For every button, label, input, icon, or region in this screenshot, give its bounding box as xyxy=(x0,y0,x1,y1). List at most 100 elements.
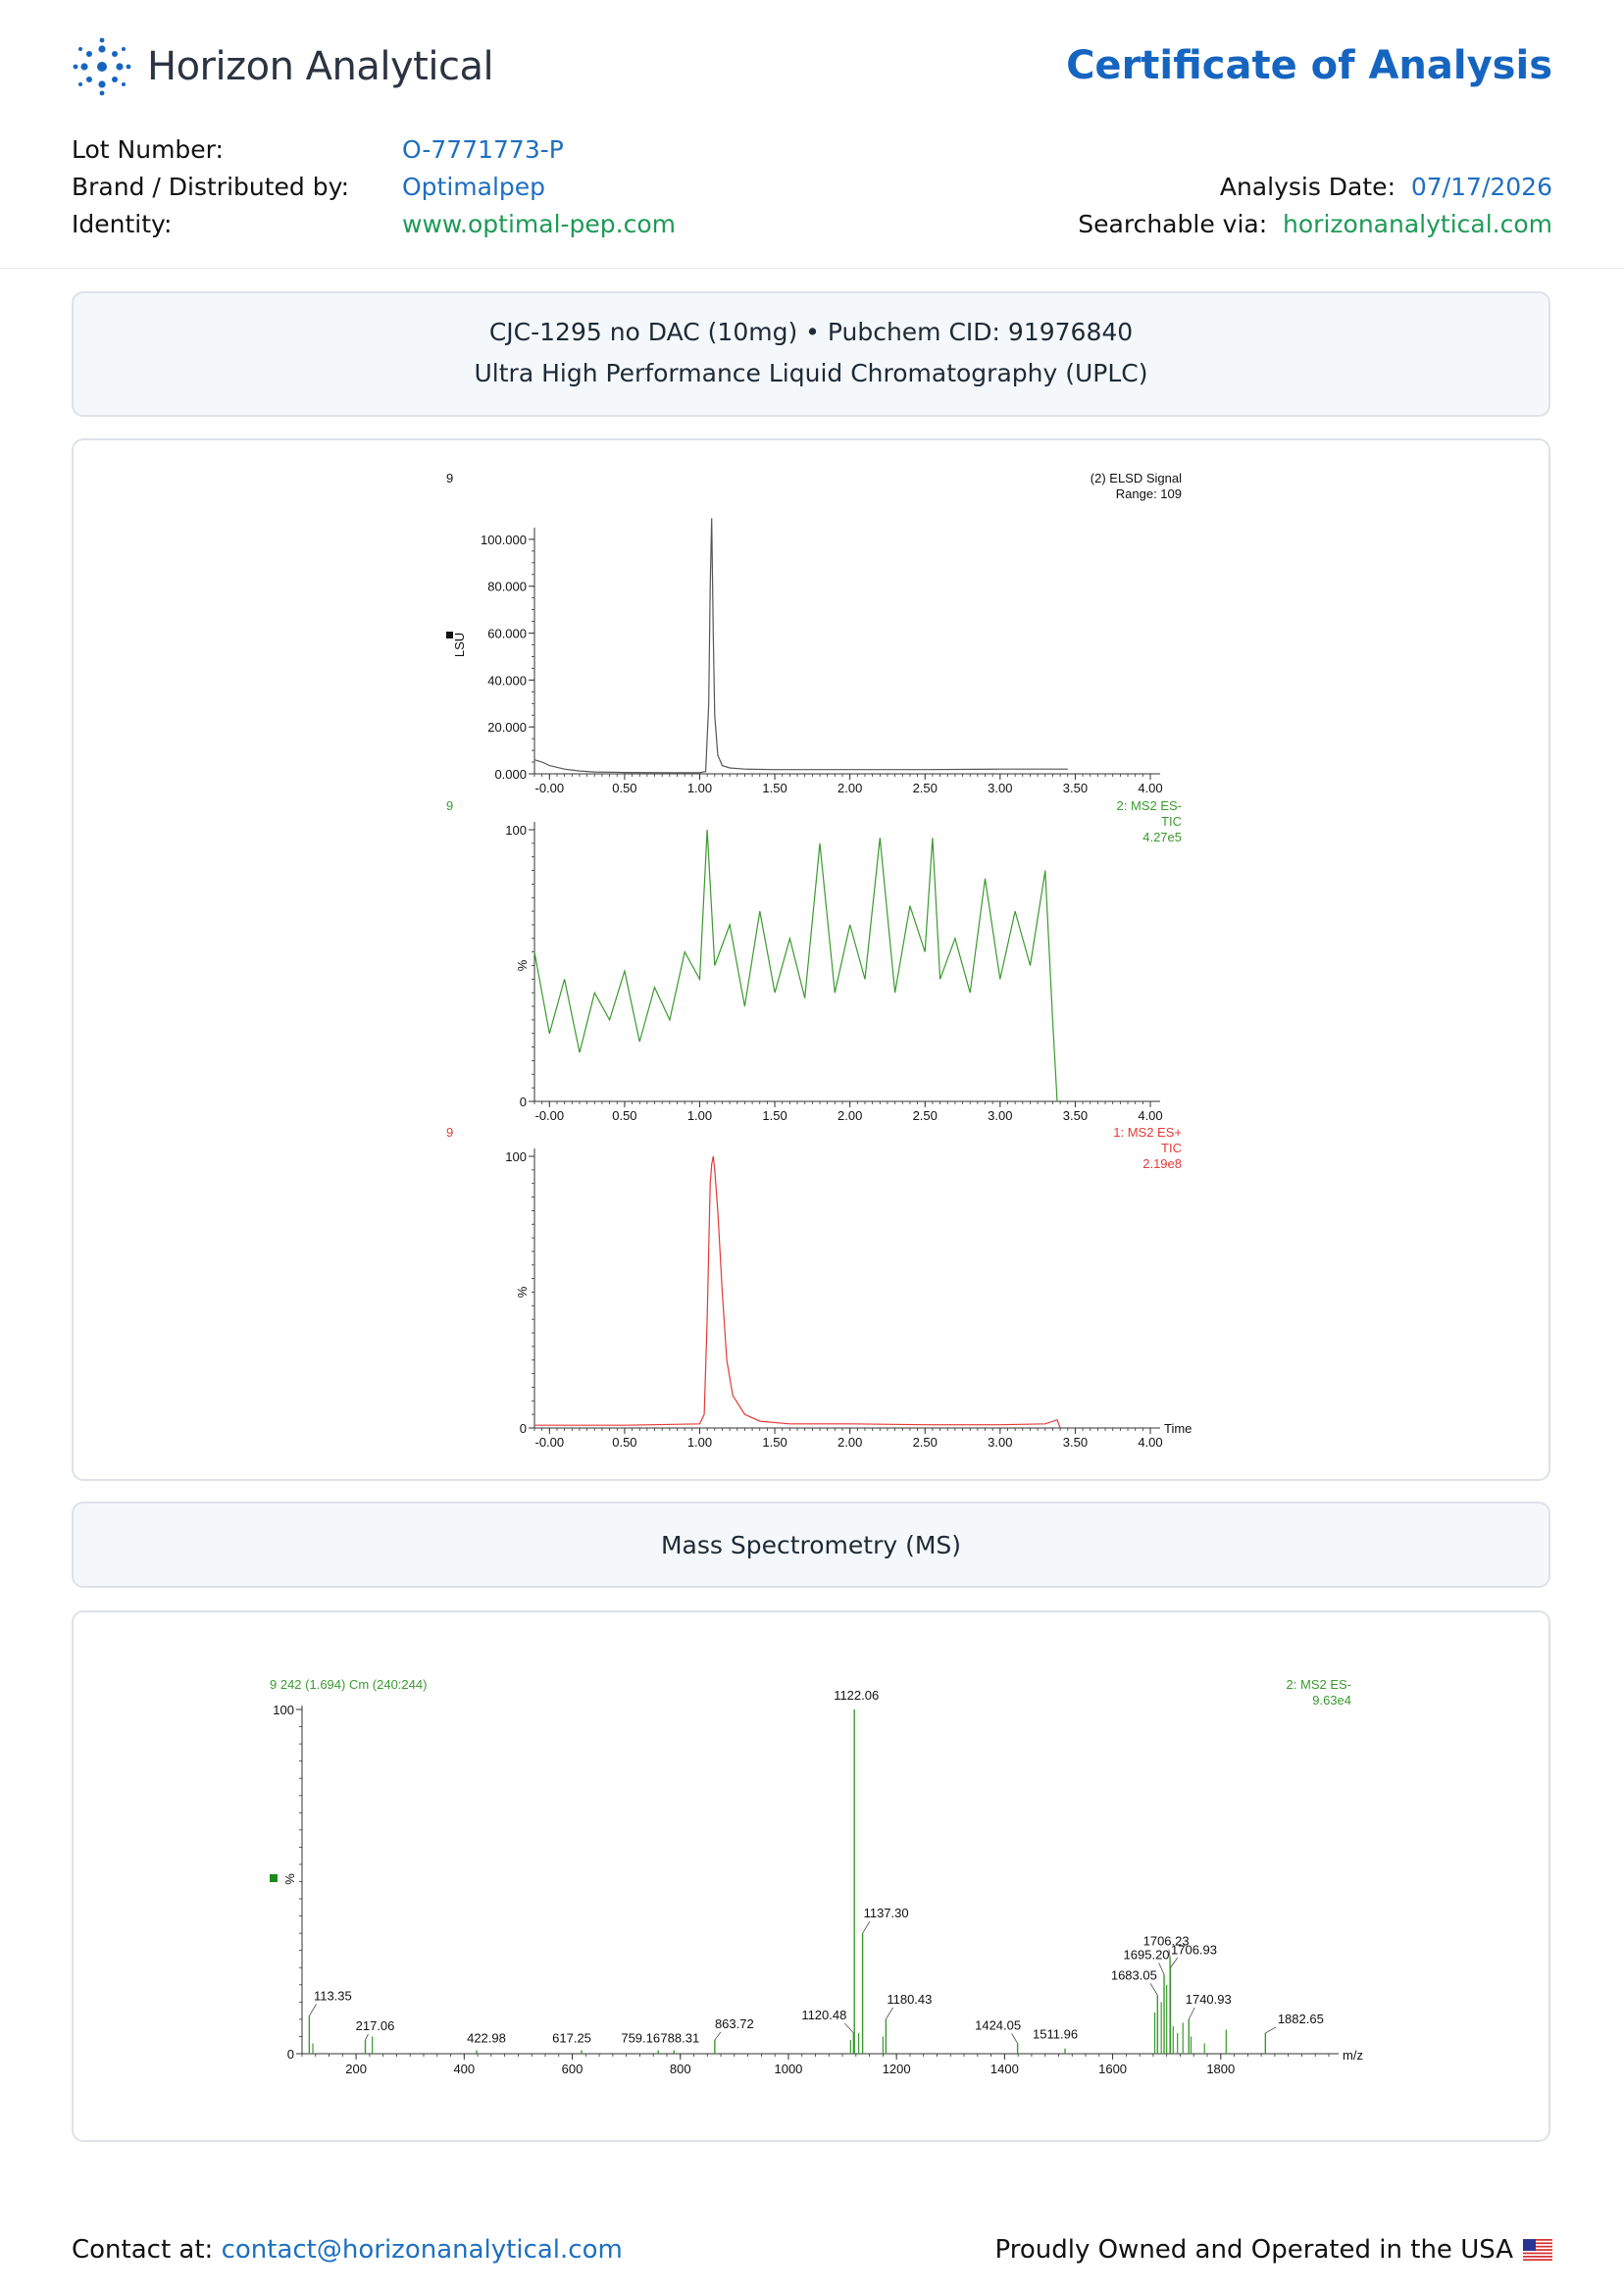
footer-usa: Proudly Owned and Operated in the USA xyxy=(994,2235,1552,2265)
product-line: CJC-1295 no DAC (10mg) • Pubchem CID: 91… xyxy=(488,318,1134,346)
x-tick-label: 0.50 xyxy=(612,1435,636,1450)
ms-peak-label: 1122.06 xyxy=(834,1688,879,1703)
ms-peak-label: 217.06 xyxy=(356,2018,395,2033)
ms-peak-label: 1695.20 xyxy=(1124,1947,1170,1962)
y-axis-label: % xyxy=(515,959,530,971)
ms-y-tick-label: 100 xyxy=(273,1703,294,1717)
ms-x-tick-label: 1800 xyxy=(1206,2062,1235,2076)
ms-peak-leader xyxy=(1149,1983,1158,1996)
ms-peak-label: 1882.65 xyxy=(1278,2012,1324,2026)
info-values: O-7771773-P Optimalpep www.optimal-pep.c… xyxy=(402,131,676,243)
lot-number-value: O-7771773-P xyxy=(402,135,564,164)
x-tick-label: 3.00 xyxy=(988,1435,1012,1450)
trace-line xyxy=(533,829,1058,1102)
x-tick-label: 4.00 xyxy=(1138,1435,1162,1450)
ms-peak-label: 1424.05 xyxy=(975,2017,1021,2032)
x-tick-label: 3.50 xyxy=(1063,781,1088,795)
y-tick-label: 100 xyxy=(505,823,527,838)
x-tick-label: 1.50 xyxy=(762,1108,787,1123)
ms-trace-intensity: 9.63e4 xyxy=(1312,1693,1351,1708)
y-tick-label: 80.000 xyxy=(487,580,527,594)
x-axis-label: Time xyxy=(1164,1421,1192,1436)
x-tick-label: 4.00 xyxy=(1138,781,1162,795)
ms-x-tick-label: 1000 xyxy=(774,2062,802,2076)
trace-id-label: 9 xyxy=(446,471,453,485)
ms-x-axis-label: m/z xyxy=(1343,2048,1363,2063)
ms-x-tick-label: 1200 xyxy=(883,2062,911,2076)
ms-x-tick-label: 800 xyxy=(670,2062,691,2076)
y-axis-label: % xyxy=(515,1286,530,1298)
y-tick-label: 100 xyxy=(505,1149,527,1164)
ms-peak-label: 1180.43 xyxy=(887,1992,932,2007)
trace-line xyxy=(534,1155,1061,1429)
method-line: Ultra High Performance Liquid Chromatogr… xyxy=(474,359,1148,387)
trace-intensity: 4.27e5 xyxy=(1142,830,1182,844)
identity-link[interactable]: www.optimal-pep.com xyxy=(402,210,677,238)
ms-peak-label: 1706.93 xyxy=(1171,1942,1217,1957)
ms-peak-leader xyxy=(1011,2033,1018,2044)
ms-peak-label: 617.25 xyxy=(552,2030,591,2045)
ms-x-tick-label: 1600 xyxy=(1098,2062,1127,2076)
trace-title: 1: MS2 ES+ xyxy=(1113,1125,1182,1140)
contact-email-link[interactable]: contact@horizonanalytical.com xyxy=(221,2235,623,2265)
ms-x-tick-label: 400 xyxy=(453,2062,475,2076)
ms-peak-label: 1511.96 xyxy=(1033,2027,1078,2042)
trace-subtitle: Range: 109 xyxy=(1116,486,1182,501)
trace-intensity: 2.19e8 xyxy=(1142,1156,1182,1171)
ms-y-tick-label: 0 xyxy=(287,2047,294,2062)
trace-line xyxy=(533,518,1068,774)
ms-title-panel: Mass Spectrometry (MS) xyxy=(72,1502,1550,1588)
x-tick-label: 1.00 xyxy=(687,781,712,795)
ms-x-tick-label: 200 xyxy=(345,2062,367,2076)
ms-y-axis-label: % xyxy=(282,1873,297,1885)
uplc-title-panel: CJC-1295 no DAC (10mg) • Pubchem CID: 91… xyxy=(72,291,1550,417)
searchable-label: Searchable via: xyxy=(1078,210,1268,238)
x-tick-label: 2.00 xyxy=(837,781,862,795)
brand-logo: Horizon Analytical xyxy=(71,35,494,98)
trace-title: (2) ELSD Signal xyxy=(1091,471,1182,485)
y-tick-label: 60.000 xyxy=(487,627,527,641)
trace-title: 2: MS2 ES- xyxy=(1117,798,1182,813)
ms-trace-title: 2: MS2 ES- xyxy=(1287,1677,1351,1692)
ms-peak-label: 1683.05 xyxy=(1111,1967,1157,1982)
analysis-date-label: Analysis Date: xyxy=(1219,173,1396,201)
x-tick-label: 2.00 xyxy=(837,1435,862,1450)
x-tick-label: 3.50 xyxy=(1063,1435,1088,1450)
ms-peak-leader xyxy=(1170,1958,1178,1968)
x-tick-label: -0.00 xyxy=(534,781,564,795)
ms-peak-label: 788.31 xyxy=(660,2030,699,2045)
ms-x-tick-label: 1400 xyxy=(990,2062,1019,2076)
usa-text: Proudly Owned and Operated in the USA xyxy=(994,2235,1513,2265)
ms-peak-label: 1120.48 xyxy=(801,2008,846,2022)
contact-label: Contact at: xyxy=(72,2235,214,2265)
ms-spectrum-panel: 200 400 600 800 1000 1200 1400 1600 1800 0 100% m/z… xyxy=(72,1610,1550,2142)
x-tick-label: 1.50 xyxy=(762,1435,787,1450)
x-tick-label: 4.00 xyxy=(1138,1108,1162,1123)
y-tick-label: 0 xyxy=(520,1095,527,1109)
ms-x-tick-label: 600 xyxy=(562,2062,584,2076)
ms-peak-leader xyxy=(886,2007,893,2020)
x-tick-label: 3.50 xyxy=(1063,1108,1088,1123)
ms-peak-label: 113.35 xyxy=(314,1988,352,2003)
x-tick-label: -0.00 xyxy=(534,1108,564,1123)
chromatogram-chart: -0.00 0.50 1.00 1.50 2.00 2.50 3.00 3.50 4.00 0.0… xyxy=(446,471,1192,1450)
analysis-date-value: 07/17/2026 xyxy=(1410,173,1552,201)
ms-peak-label: 1740.93 xyxy=(1186,1992,1232,2007)
x-tick-label: 1.50 xyxy=(762,781,787,795)
ms-peak-leader xyxy=(365,2033,369,2041)
brand-value: Optimalpep xyxy=(402,173,546,201)
searchable-link[interactable]: horizonanalytical.com xyxy=(1283,210,1552,238)
brand-name: Horizon Analytical xyxy=(147,44,494,89)
y-tick-label: 100.000 xyxy=(481,533,527,547)
legend-marker-icon xyxy=(446,632,453,638)
header-divider xyxy=(0,268,1624,269)
document-title: Certificate of Analysis xyxy=(1066,43,1552,88)
lot-number-label: Lot Number: xyxy=(72,135,224,164)
ms-scan-label: 9 242 (1.694) Cm (240:244) xyxy=(270,1677,427,1692)
brand-label: Brand / Distributed by: xyxy=(72,173,350,201)
ms-peak-leader xyxy=(844,2022,854,2034)
trace-subtitle: TIC xyxy=(1161,1141,1182,1155)
ms-legend-marker-icon xyxy=(270,1874,278,1882)
trace-subtitle: TIC xyxy=(1161,814,1182,829)
x-tick-label: 1.00 xyxy=(687,1435,712,1450)
